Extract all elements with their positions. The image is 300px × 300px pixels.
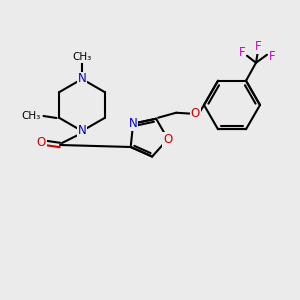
- Text: O: O: [36, 136, 46, 149]
- Text: N: N: [78, 73, 86, 85]
- Text: CH₃: CH₃: [72, 52, 92, 62]
- Text: N: N: [129, 117, 137, 130]
- Text: F: F: [255, 40, 261, 53]
- Text: O: O: [163, 133, 172, 146]
- Text: N: N: [78, 124, 86, 137]
- Text: O: O: [190, 107, 200, 120]
- Text: F: F: [269, 50, 275, 63]
- Text: F: F: [239, 46, 245, 59]
- Text: CH₃: CH₃: [22, 111, 41, 121]
